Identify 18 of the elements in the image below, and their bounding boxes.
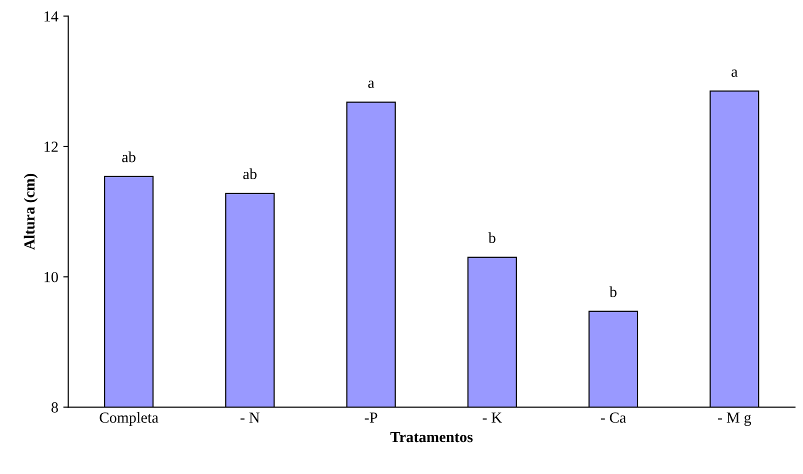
x-tick-label: - K xyxy=(482,412,502,423)
x-tick-label: - Ca xyxy=(600,412,626,423)
x-tick-label: - N xyxy=(240,412,260,423)
annotation: a xyxy=(732,70,738,77)
x-tick-label: - M g xyxy=(718,412,752,426)
y-tick-label: 8 xyxy=(51,402,58,413)
annotation: ab xyxy=(122,151,136,162)
x-tick-label: -P xyxy=(364,412,378,423)
y-tick-label: 14 xyxy=(44,11,58,22)
annotation: a xyxy=(368,80,374,88)
y-tick-label: 10 xyxy=(44,272,58,282)
x-axis-title: Tratamentos xyxy=(390,432,473,442)
y-tick-label: 12 xyxy=(44,142,58,152)
annotation: b xyxy=(488,232,496,244)
annotation: ab xyxy=(243,168,257,180)
x-tick-label: Completa xyxy=(100,412,158,426)
y-axis-title: Altura (cm) xyxy=(24,174,38,250)
annotation: b xyxy=(609,286,617,298)
